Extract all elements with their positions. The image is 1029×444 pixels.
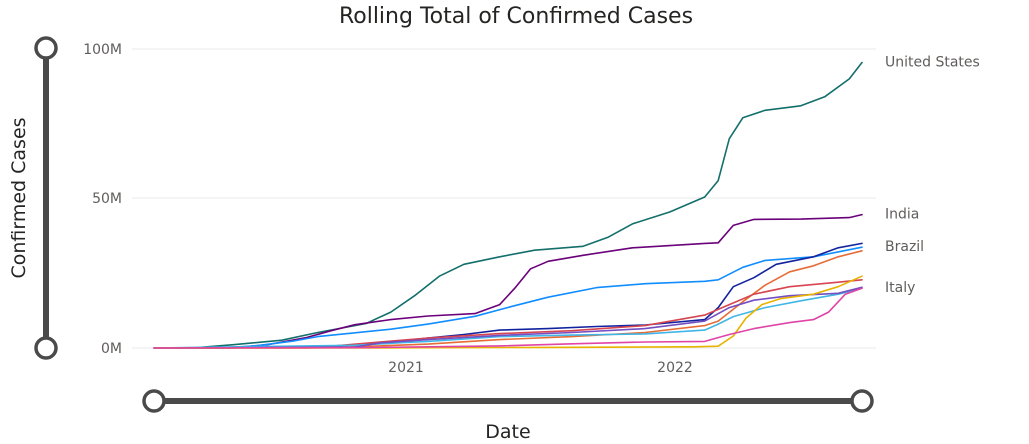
series-end-label: United States (885, 55, 980, 71)
series-end-label: Italy (885, 280, 915, 296)
series-line-8 (153, 275, 863, 349)
x-axis-title: Date (485, 421, 530, 443)
series-line-9 (153, 287, 863, 349)
x-slider-right-handle[interactable] (850, 389, 874, 413)
y-tick-label: 50M (92, 191, 122, 207)
series-line-7 (153, 286, 863, 349)
chart-title: Rolling Total of Confirmed Cases (339, 4, 693, 29)
series-line-1 (153, 213, 863, 349)
x-tick-label: 2021 (388, 360, 424, 376)
y-tick-label: 100M (83, 42, 122, 58)
x-range-slider[interactable] (142, 389, 874, 413)
y-axis-ticks: 100M 50M 0M (83, 42, 122, 357)
series-end-labels: United States India Brazil Italy (885, 55, 980, 297)
y-tick-label: 0M (101, 341, 122, 357)
series-end-label: India (885, 207, 919, 223)
series-lines (153, 61, 863, 349)
series-line-4 (153, 250, 863, 349)
y-slider-top-handle[interactable] (34, 36, 58, 60)
series-line-5 (153, 279, 863, 349)
series-line-0 (153, 61, 863, 349)
series-line-6 (153, 287, 863, 349)
x-tick-label: 2022 (657, 360, 693, 376)
y-range-slider[interactable] (34, 36, 58, 360)
series-end-label: Brazil (885, 239, 924, 255)
y-axis-title: Confirmed Cases (8, 117, 30, 278)
x-slider-left-handle[interactable] (142, 389, 166, 413)
series-line-2 (153, 246, 863, 349)
x-axis-ticks: 2021 2022 (388, 360, 693, 376)
y-slider-bottom-handle[interactable] (34, 336, 58, 360)
